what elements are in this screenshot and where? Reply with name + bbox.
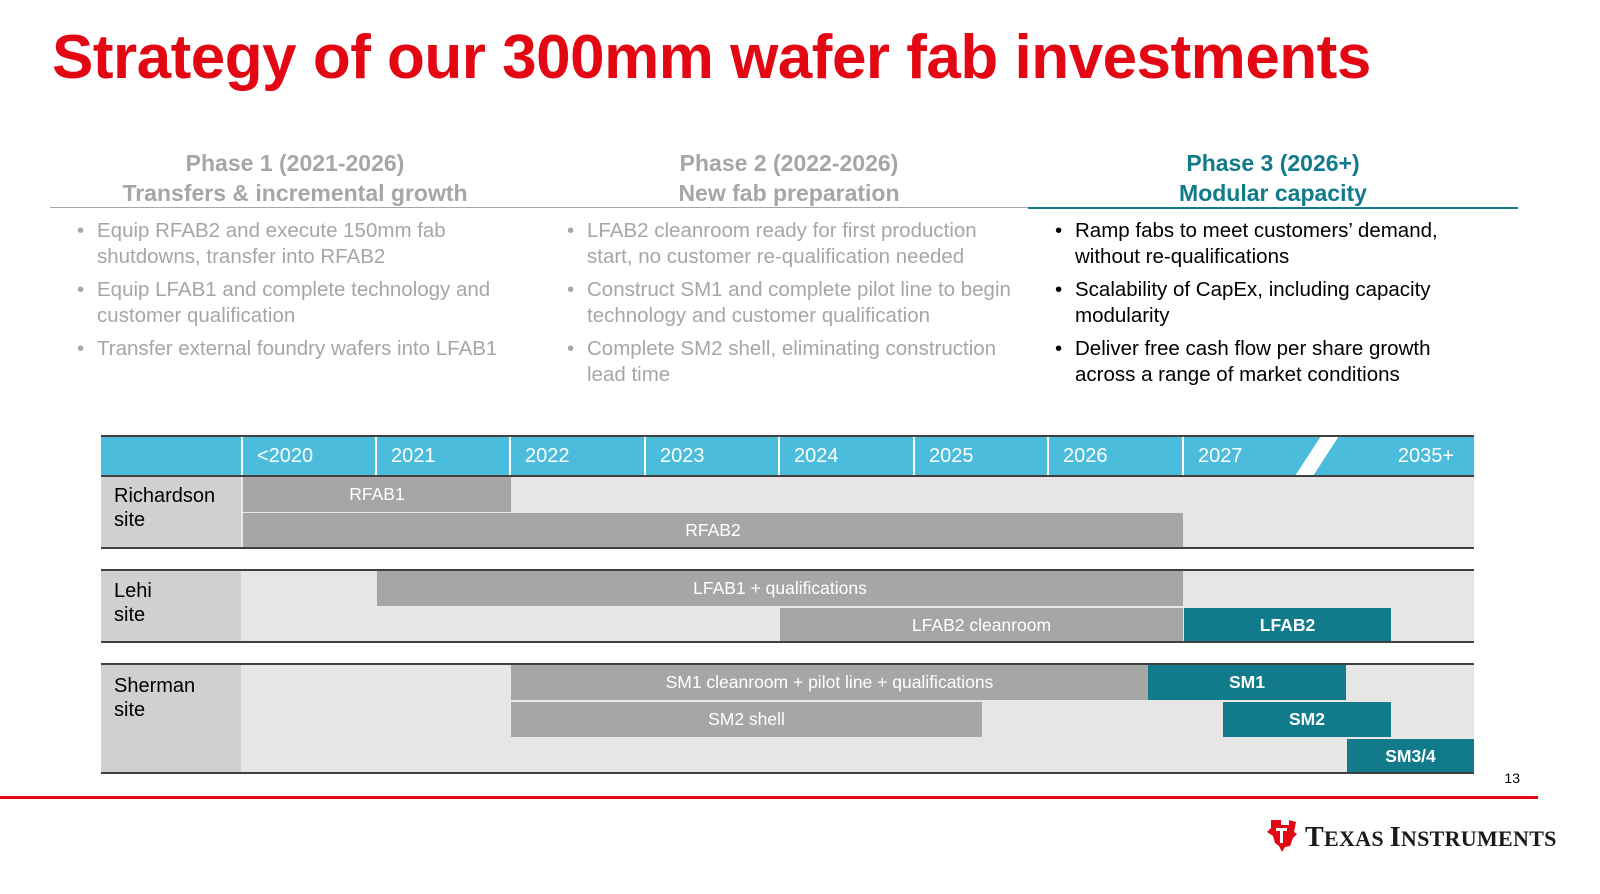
logo-word1-cap: T [1305, 822, 1324, 853]
year-label: 2024 [780, 437, 913, 476]
phase-2-heading-line1: Phase 2 (2022-2026) [679, 150, 899, 176]
gantt-bar-rfab1: RFAB1 [243, 477, 511, 512]
ti-logo-icon [1263, 816, 1301, 859]
year-label: 2022 [511, 437, 644, 476]
ti-logo-wordmark: TEXAS INSTRUMENTS [1305, 822, 1557, 854]
bullet-item: Complete SM2 shell, eliminating construc… [565, 336, 1015, 388]
gantt-bar-sm1: SM1 [1148, 665, 1346, 700]
bullet-item: Ramp fabs to meet customers’ demand, wit… [1053, 218, 1493, 270]
phase-divider [50, 207, 1030, 208]
sherman-site-label-cell [101, 665, 241, 773]
page-title: Strategy of our 300mm wafer fab investme… [52, 23, 1371, 92]
phase-3-bullets: Ramp fabs to meet customers’ demand, wit… [1053, 218, 1493, 395]
phase-3-heading: Phase 3 (2026+) Modular capacity [1028, 148, 1518, 208]
bullet-item: Deliver free cash flow per share growth … [1053, 336, 1493, 388]
gantt-bar-lfab2: LFAB2 [1184, 608, 1391, 643]
bullet-item: Construct SM1 and complete pilot line to… [565, 277, 1015, 329]
timeline-header-rule [101, 475, 1474, 477]
lehi-site-label: Lehi site [114, 579, 152, 627]
gantt-bar-sm3-4: SM3/4 [1347, 739, 1474, 774]
gantt-bar-sm2-shell: SM2 shell [511, 702, 982, 737]
year-label: 2025 [915, 437, 1047, 476]
logo-word2-rest: NSTRUMENTS [1400, 826, 1557, 851]
phase-1-heading-line2: Transfers & incremental growth [122, 180, 468, 206]
phase-3-heading-line1: Phase 3 (2026+) [1186, 150, 1360, 176]
gantt-bar-sm2: SM2 [1223, 702, 1391, 737]
richardson-site-label-cell [101, 477, 241, 548]
phase-1-bullets: Equip RFAB2 and execute 150mm fab shutdo… [75, 218, 545, 369]
year-label: 2023 [646, 437, 778, 476]
bullet-item: Transfer external foundry wafers into LF… [75, 336, 545, 362]
phase-3-heading-line2: Modular capacity [1179, 180, 1367, 206]
timeline-top-rule [101, 435, 1474, 437]
gantt-bar-lfab1-qualifications: LFAB1 + qualifications [377, 571, 1183, 606]
lehi-site-label-cell [101, 571, 241, 642]
site-divider [101, 569, 1474, 571]
site-label-line2: site [114, 699, 146, 721]
phase-2-bullets: LFAB2 cleanroom ready for first producti… [565, 218, 1015, 395]
richardson-site-label: Richardson site [114, 484, 215, 532]
timeline-header [101, 437, 1474, 476]
timeline-header-corner [101, 437, 241, 476]
phase-2-heading: Phase 2 (2022-2026) New fab preparation [544, 148, 1034, 208]
year-label: <2020 [243, 437, 375, 476]
site-label-line1: Sherman [114, 675, 196, 697]
year-label: 2026 [1049, 437, 1182, 476]
timeline-bottom-rule [101, 772, 1474, 774]
bullet-item: Equip LFAB1 and complete technology and … [75, 277, 545, 329]
site-label-line1: Richardson [114, 485, 216, 507]
site-divider [101, 663, 1474, 665]
gantt-bar-rfab2: RFAB2 [243, 513, 1183, 548]
bullet-item: Scalability of CapEx, including capacity… [1053, 277, 1493, 329]
bullet-item: Equip RFAB2 and execute 150mm fab shutdo… [75, 218, 545, 270]
site-label-line2: site [114, 509, 146, 531]
page-number: 13 [1504, 770, 1520, 786]
bullet-item: LFAB2 cleanroom ready for first producti… [565, 218, 1015, 270]
gantt-bar-sm1-cleanroom: SM1 cleanroom + pilot line + qualificati… [511, 665, 1148, 700]
site-divider [101, 547, 1474, 549]
year-label: 2035+ [1315, 437, 1474, 476]
year-label: 2021 [377, 437, 509, 476]
phase-1-heading: Phase 1 (2021-2026) Transfers & incremen… [50, 148, 540, 208]
logo-word1-rest: EXAS [1323, 826, 1384, 851]
site-label-line1: Lehi [114, 580, 152, 602]
sherman-site-label: Sherman site [114, 674, 195, 722]
gantt-bar-lfab2-cleanroom: LFAB2 cleanroom [780, 608, 1183, 643]
logo-word2-cap: I [1389, 822, 1401, 853]
site-divider [101, 641, 1474, 643]
phase-1-heading-line1: Phase 1 (2021-2026) [185, 150, 405, 176]
phase-3-divider [1028, 207, 1518, 209]
site-label-line2: site [114, 604, 146, 626]
footer-red-rule [0, 796, 1538, 799]
phase-2-heading-line2: New fab preparation [678, 180, 900, 206]
